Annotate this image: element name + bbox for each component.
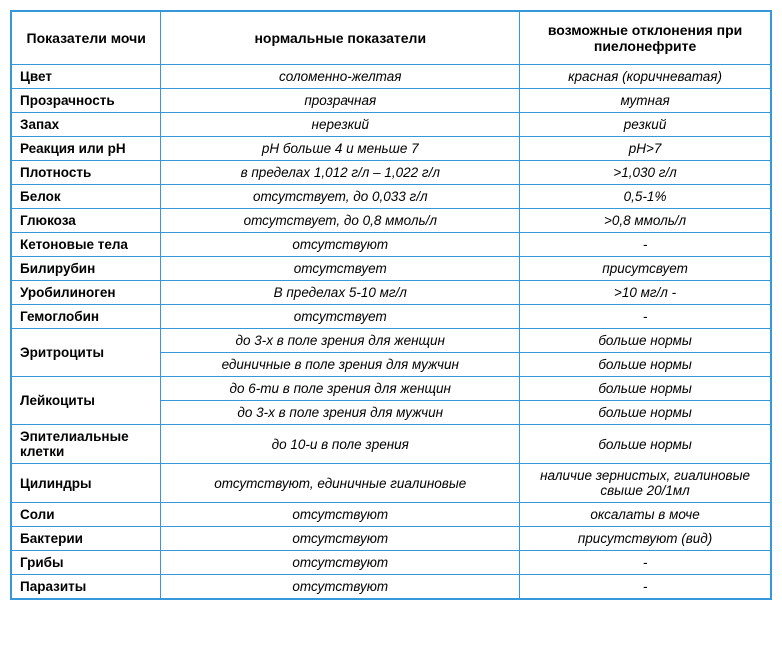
normal-cell: pH больше 4 и меньше 7 xyxy=(161,137,520,161)
deviation-cell: 0,5-1% xyxy=(520,185,771,209)
normal-cell: отсутствует, до 0,033 г/л xyxy=(161,185,520,209)
deviation-cell: красная (коричневатая) xyxy=(520,65,771,89)
param-cell: Плотность xyxy=(11,161,161,185)
normal-cell: отсутствует, до 0,8 ммоль/л xyxy=(161,209,520,233)
deviation-cell: - xyxy=(520,575,771,600)
deviation-cell: - xyxy=(520,551,771,575)
deviation-cell: резкий xyxy=(520,113,771,137)
table-row: Кетоновые телаотсутствуют- xyxy=(11,233,771,257)
urine-analysis-table: Показатели мочи нормальные показатели во… xyxy=(10,10,772,600)
header-deviation: возможные отклонения при пиелонефрите xyxy=(520,11,771,65)
table-row: Билирубинотсутствуетприсутсвует xyxy=(11,257,771,281)
header-param: Показатели мочи xyxy=(11,11,161,65)
deviation-cell: больше нормы xyxy=(520,329,771,353)
deviation-cell: мутная xyxy=(520,89,771,113)
param-cell: Паразиты xyxy=(11,575,161,600)
normal-cell: отсутствуют xyxy=(161,233,520,257)
table-row: Запахнерезкийрезкий xyxy=(11,113,771,137)
table-row: Солиотсутствуютоксалаты в моче xyxy=(11,503,771,527)
deviation-cell: >1,030 г/л xyxy=(520,161,771,185)
normal-cell: нерезкий xyxy=(161,113,520,137)
param-cell: Реакция или pH xyxy=(11,137,161,161)
param-cell: Прозрачность xyxy=(11,89,161,113)
normal-cell: отсутствуют xyxy=(161,551,520,575)
param-cell: Грибы xyxy=(11,551,161,575)
normal-cell: до 3-х в поле зрения для мужчин xyxy=(161,401,520,425)
table-body: Цветсоломенно-желтаякрасная (коричневата… xyxy=(11,65,771,600)
header-normal: нормальные показатели xyxy=(161,11,520,65)
normal-cell: отсутствует xyxy=(161,257,520,281)
table-row: Белокотсутствует, до 0,033 г/л0,5-1% xyxy=(11,185,771,209)
table-row: УробилиногенВ пределах 5-10 мг/л>10 мг/л… xyxy=(11,281,771,305)
normal-cell: отсутствуют, единичные гиалиновые xyxy=(161,464,520,503)
param-cell: Цвет xyxy=(11,65,161,89)
deviation-cell: - xyxy=(520,233,771,257)
deviation-cell: присутствуют (вид) xyxy=(520,527,771,551)
param-cell: Глюкоза xyxy=(11,209,161,233)
param-cell: Цилиндры xyxy=(11,464,161,503)
deviation-cell: pH>7 xyxy=(520,137,771,161)
deviation-cell: больше нормы xyxy=(520,425,771,464)
table-row: Паразитыотсутствуют- xyxy=(11,575,771,600)
normal-cell: отсутствует xyxy=(161,305,520,329)
table-row: Грибыотсутствуют- xyxy=(11,551,771,575)
deviation-cell: больше нормы xyxy=(520,377,771,401)
param-cell: Гемоглобин xyxy=(11,305,161,329)
deviation-cell: - xyxy=(520,305,771,329)
table-row: Бактерииотсутствуютприсутствуют (вид) xyxy=(11,527,771,551)
table-row: Глюкозаотсутствует, до 0,8 ммоль/л>0,8 м… xyxy=(11,209,771,233)
param-cell: Белок xyxy=(11,185,161,209)
param-cell: Эпителиальные клетки xyxy=(11,425,161,464)
normal-cell: отсутствуют xyxy=(161,527,520,551)
table-row: Цилиндрыотсутствуют, единичные гиалиновы… xyxy=(11,464,771,503)
normal-cell: до 3-х в поле зрения для женщин xyxy=(161,329,520,353)
table-row: Цветсоломенно-желтаякрасная (коричневата… xyxy=(11,65,771,89)
deviation-cell: наличие зернистых, гиалиновые свыше 20/1… xyxy=(520,464,771,503)
param-cell: Запах xyxy=(11,113,161,137)
normal-cell: до 10-и в поле зрения xyxy=(161,425,520,464)
normal-cell: отсутствуют xyxy=(161,503,520,527)
deviation-cell: присутсвует xyxy=(520,257,771,281)
table-row: Прозрачностьпрозрачнаямутная xyxy=(11,89,771,113)
normal-cell: прозрачная xyxy=(161,89,520,113)
table-row: Эритроцитыдо 3-х в поле зрения для женщи… xyxy=(11,329,771,353)
param-cell: Бактерии xyxy=(11,527,161,551)
param-cell: Соли xyxy=(11,503,161,527)
normal-cell: единичные в поле зрения для мужчин xyxy=(161,353,520,377)
param-cell: Уробилиноген xyxy=(11,281,161,305)
normal-cell: отсутствуют xyxy=(161,575,520,600)
table-row: Реакция или pHpH больше 4 и меньше 7pH>7 xyxy=(11,137,771,161)
table-row: Лейкоцитыдо 6-ти в поле зрения для женщи… xyxy=(11,377,771,401)
table-row: Плотностьв пределах 1,012 г/л – 1,022 г/… xyxy=(11,161,771,185)
table-header-row: Показатели мочи нормальные показатели во… xyxy=(11,11,771,65)
table-row: Эпителиальные клеткидо 10-и в поле зрени… xyxy=(11,425,771,464)
table-row: Гемоглобинотсутствует- xyxy=(11,305,771,329)
normal-cell: до 6-ти в поле зрения для женщин xyxy=(161,377,520,401)
deviation-cell: больше нормы xyxy=(520,401,771,425)
normal-cell: соломенно-желтая xyxy=(161,65,520,89)
param-cell: Лейкоциты xyxy=(11,377,161,425)
param-cell: Билирубин xyxy=(11,257,161,281)
normal-cell: в пределах 1,012 г/л – 1,022 г/л xyxy=(161,161,520,185)
deviation-cell: >0,8 ммоль/л xyxy=(520,209,771,233)
normal-cell: В пределах 5-10 мг/л xyxy=(161,281,520,305)
deviation-cell: больше нормы xyxy=(520,353,771,377)
param-cell: Кетоновые тела xyxy=(11,233,161,257)
param-cell: Эритроциты xyxy=(11,329,161,377)
deviation-cell: >10 мг/л - xyxy=(520,281,771,305)
deviation-cell: оксалаты в моче xyxy=(520,503,771,527)
